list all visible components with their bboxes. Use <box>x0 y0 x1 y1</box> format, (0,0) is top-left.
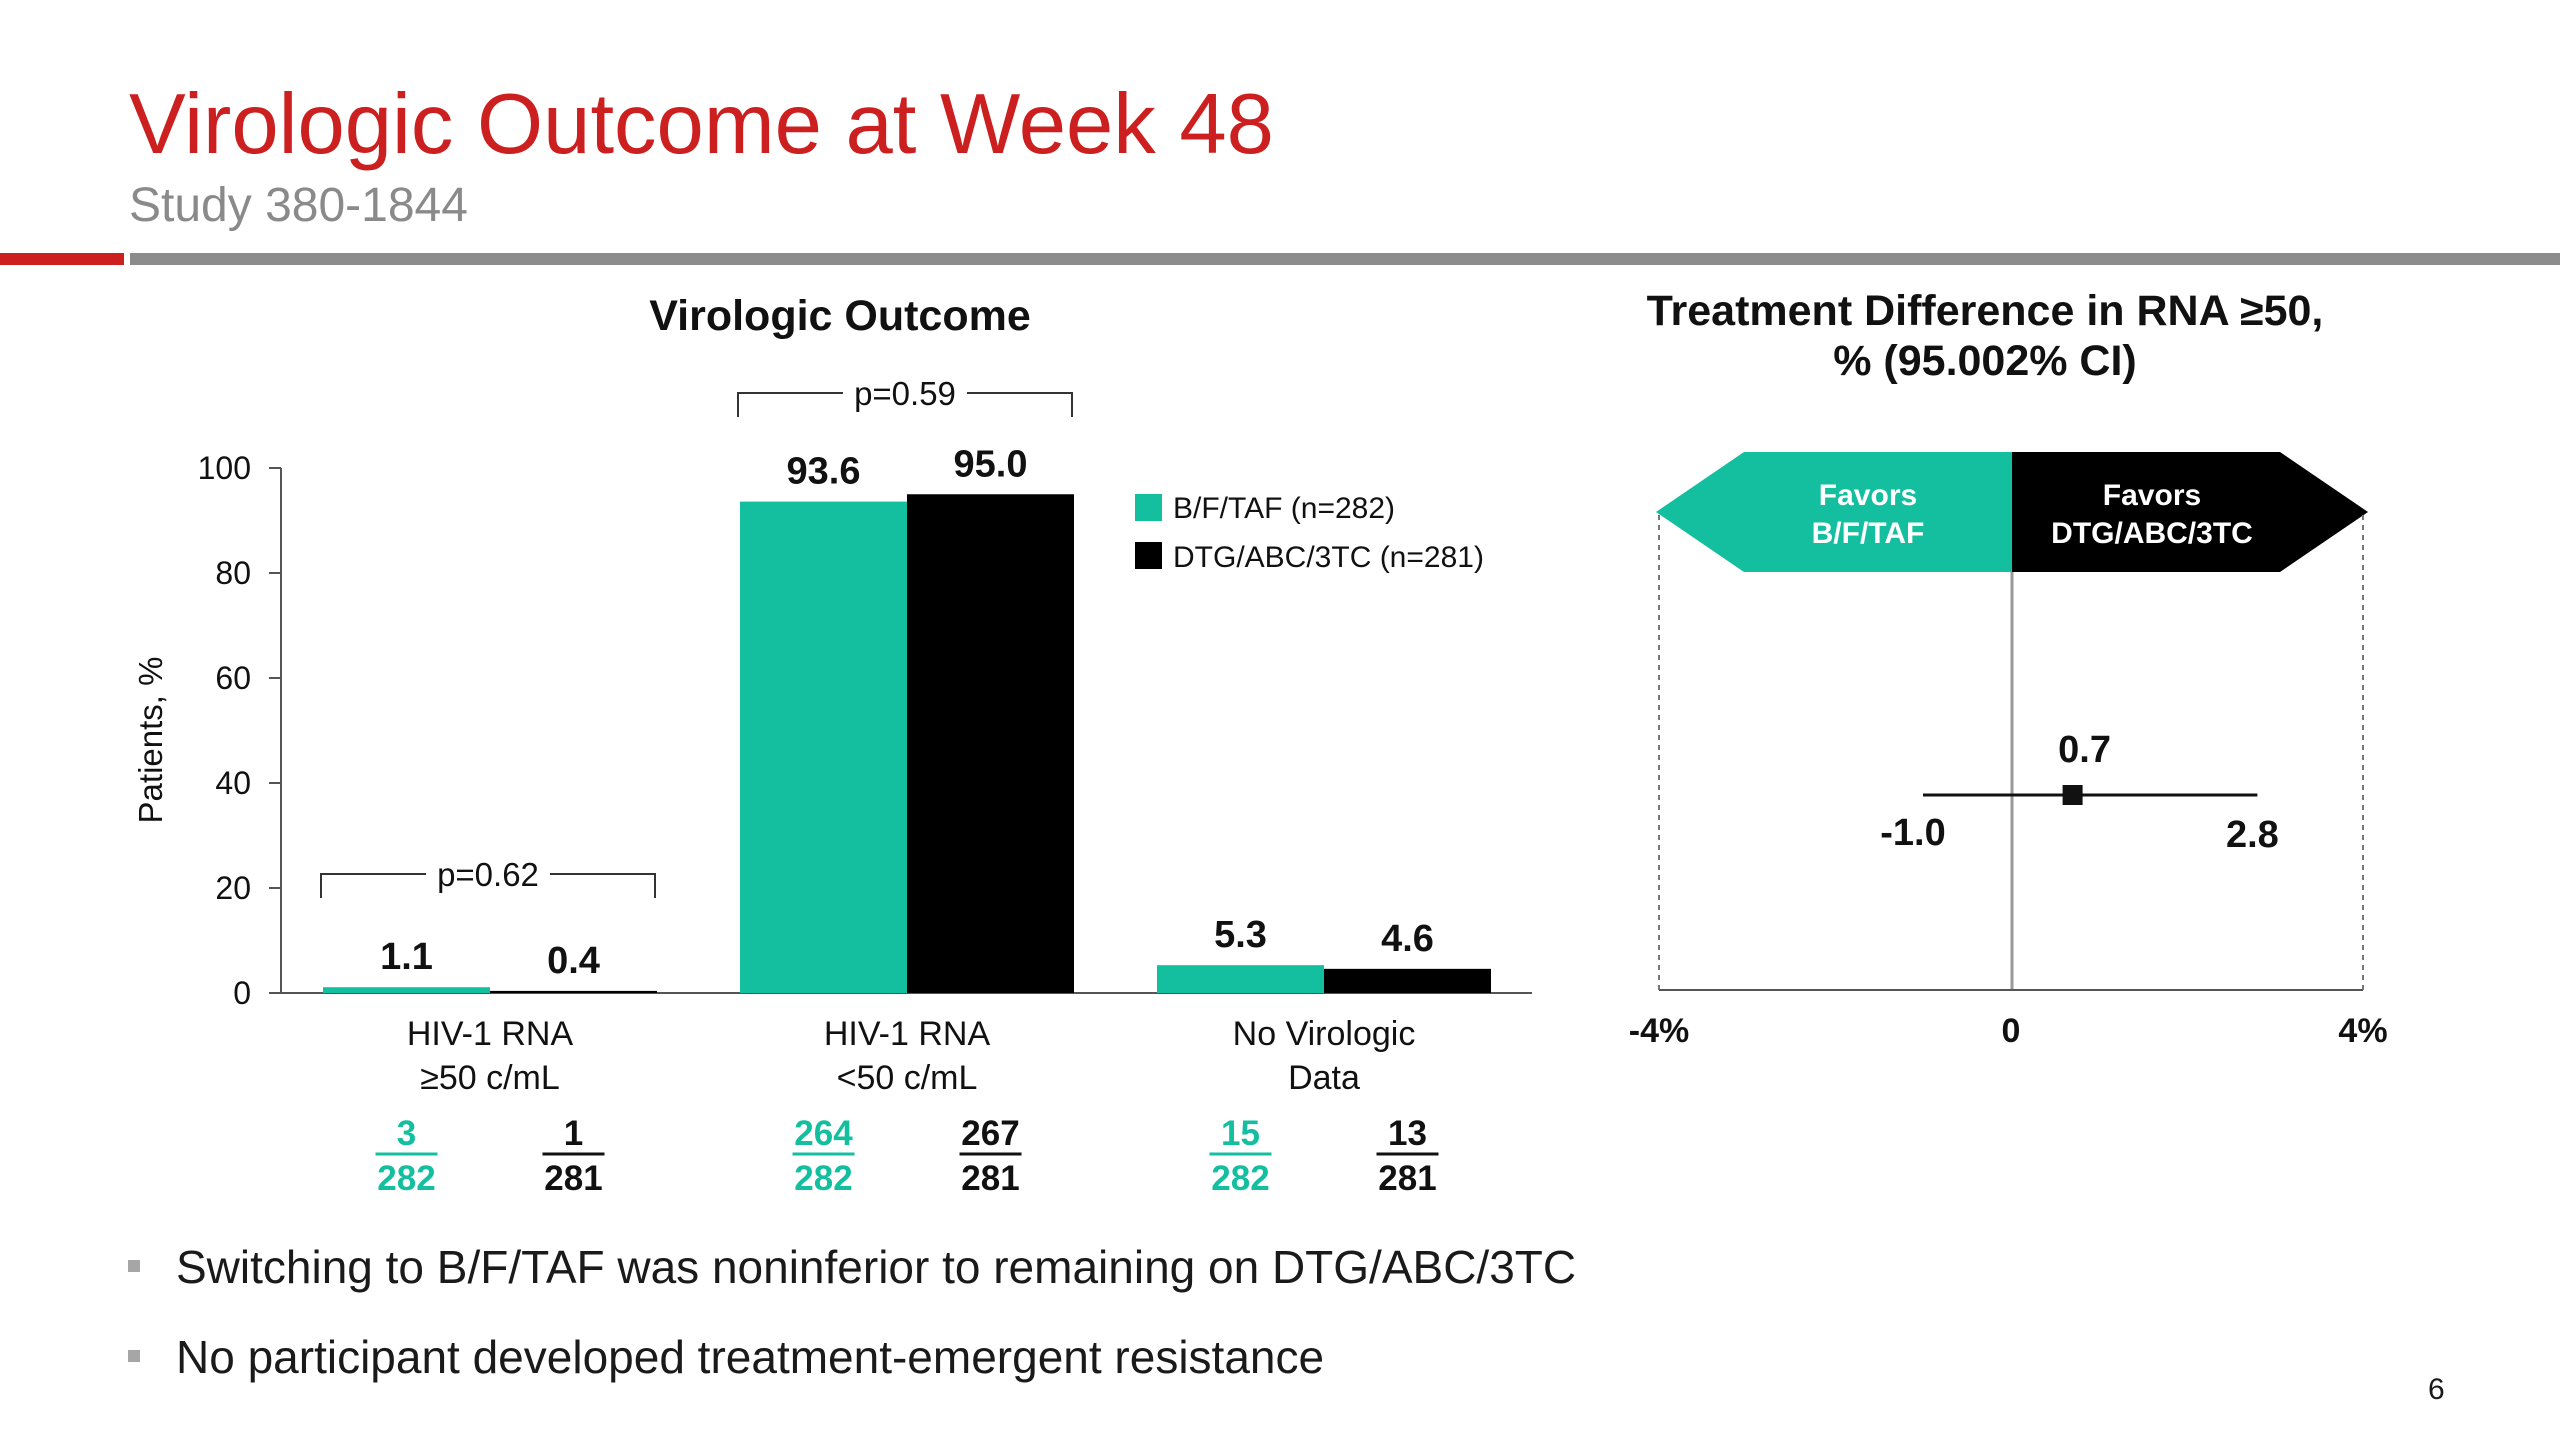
category-label-line1: HIV-1 RNA <box>824 1015 991 1053</box>
category-label-line2: ≥50 c/mL <box>420 1059 560 1097</box>
favors-left-line1: Favors <box>1819 479 1917 512</box>
p-value-bracket <box>737 392 1073 417</box>
bar-value-label: 0.4 <box>547 940 600 982</box>
forest-x-tick-label: 4% <box>2338 1012 2387 1050</box>
category-label-line2: <50 c/mL <box>837 1059 978 1097</box>
bar <box>323 987 490 993</box>
category-label-line1: HIV-1 RNA <box>407 1015 574 1053</box>
count-numerator: 267 <box>961 1114 1019 1153</box>
count-numerator: 13 <box>1388 1114 1427 1153</box>
treatment-difference-chart: Treatment Difference in RNA ≥50, % (95.0… <box>1629 287 2388 1050</box>
forest-title-line2: % (95.002% CI) <box>1833 337 2137 385</box>
favors-right-line2: DTG/ABC/3TC <box>2051 517 2253 550</box>
count-denominator: 282 <box>377 1159 435 1198</box>
bar <box>490 990 657 993</box>
patient-counts: 3 282 1 281 264 282 267 281 15 282 13 281 <box>375 1114 1439 1198</box>
category-label-line2: Data <box>1288 1059 1360 1097</box>
count-denominator: 282 <box>794 1159 852 1198</box>
y-tick-label: 0 <box>233 975 251 1011</box>
slide-title: Virologic Outcome at Week 48 <box>129 77 1274 172</box>
bar-value-label: 5.3 <box>1214 914 1267 956</box>
favors-right-line1: Favors <box>2103 479 2201 512</box>
bar-chart-title: Virologic Outcome <box>649 292 1031 340</box>
favors-right-arrowhead <box>2280 452 2368 572</box>
p-value-bracket <box>320 873 656 898</box>
forest-x-tick-label: -4% <box>1629 1012 1689 1050</box>
page-number: 6 <box>2428 1373 2445 1406</box>
legend: B/F/TAF (n=282) DTG/ABC/3TC (n=281) <box>1135 492 1484 574</box>
legend-swatch-dtg <box>1135 542 1162 569</box>
favors-left-arrow <box>1744 452 2012 572</box>
virologic-outcome-chart: Virologic Outcome Patients, % 0 20 40 60 80 1… <box>132 292 1532 1198</box>
bar-group <box>323 494 1491 993</box>
forest-ci: 0.7 -1.0 2.8 <box>1880 729 2279 856</box>
bullet-text: Switching to B/F/TAF was noninferior to … <box>176 1241 1577 1293</box>
title-rule-accent <box>0 253 124 265</box>
bar <box>1157 965 1324 993</box>
forest-title-line1: Treatment Difference in RNA ≥50, <box>1647 287 2324 335</box>
bar-value-label: 4.6 <box>1381 918 1434 960</box>
slide-subtitle: Study 380-1844 <box>129 179 468 232</box>
p-value-label: p=0.62 <box>437 856 539 893</box>
y-tick-label: 40 <box>215 765 251 801</box>
category-labels: HIV-1 RNA ≥50 c/mL HIV-1 RNA <50 c/mL No Vir… <box>407 1015 1415 1097</box>
favors-left-arrowhead <box>1656 452 1744 572</box>
count-numerator: 1 <box>564 1114 583 1153</box>
count-numerator: 264 <box>794 1114 853 1153</box>
y-tick-label: 100 <box>198 450 251 486</box>
bar <box>1324 968 1491 993</box>
p-value-label: p=0.59 <box>854 375 956 412</box>
ci-upper-label: 2.8 <box>2226 814 2279 856</box>
bar-value-label: 95.0 <box>954 443 1028 485</box>
p-value-brackets: p=0.62 p=0.59 <box>320 375 1073 898</box>
count-denominator: 281 <box>1378 1159 1436 1198</box>
y-tick-label: 60 <box>215 660 251 696</box>
favors-left-line2: B/F/TAF <box>1812 517 1925 550</box>
y-tick-label: 80 <box>215 555 251 591</box>
point-estimate-label: 0.7 <box>2058 729 2111 771</box>
count-denominator: 281 <box>544 1159 602 1198</box>
y-axis-label: Patients, % <box>132 657 169 824</box>
title-rule <box>130 253 2560 265</box>
legend-label-bftaf: B/F/TAF (n=282) <box>1173 492 1395 525</box>
bar <box>740 501 907 993</box>
y-axis-ticks: 0 20 40 60 80 100 <box>198 450 281 1011</box>
forest-x-ticks: -4% 0 4% <box>1629 1012 2388 1050</box>
count-numerator: 3 <box>397 1114 416 1153</box>
bullet-text: No participant developed treatment-emerg… <box>176 1331 1325 1383</box>
count-denominator: 282 <box>1211 1159 1269 1198</box>
bullet-marker <box>128 1350 140 1362</box>
category-label-line1: No Virologic <box>1233 1015 1416 1053</box>
bar-value-label: 93.6 <box>787 451 861 493</box>
forest-x-tick-label: 0 <box>2002 1012 2021 1050</box>
bar-value-labels: 1.1 0.4 93.6 95.0 5.3 4.6 <box>380 443 1434 982</box>
count-numerator: 15 <box>1221 1114 1260 1153</box>
legend-swatch-bftaf <box>1135 494 1162 521</box>
ci-lower-label: -1.0 <box>1880 812 1945 854</box>
count-denominator: 281 <box>961 1159 1019 1198</box>
y-tick-label: 20 <box>215 870 251 906</box>
favors-right-arrow <box>2012 452 2280 572</box>
legend-label-dtg: DTG/ABC/3TC (n=281) <box>1173 541 1484 574</box>
bar-value-label: 1.1 <box>380 936 433 978</box>
bullet-marker <box>128 1260 140 1272</box>
point-estimate-marker <box>2062 785 2083 805</box>
bar <box>907 494 1074 993</box>
